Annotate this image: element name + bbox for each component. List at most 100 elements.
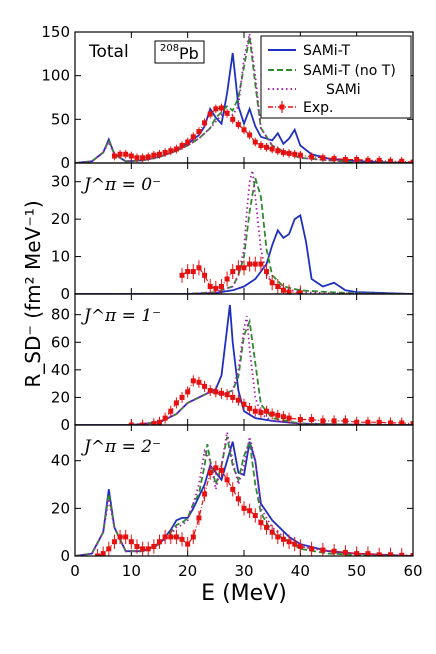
data-point-exp-j0-19	[286, 289, 292, 294]
data-point-exp-total-34	[309, 154, 315, 160]
y-tick-label-j0-2: 20	[51, 210, 70, 228]
data-point-exp-j1-31	[342, 418, 348, 424]
data-point-exp-j0-14	[258, 261, 264, 267]
data-point-exp-total-30	[280, 150, 286, 156]
data-point-exp-j2-9	[145, 546, 151, 552]
data-point-exp-j0-17	[275, 284, 281, 290]
data-point-exp-j1-14	[218, 390, 224, 396]
data-point-exp-j0-1	[185, 269, 191, 275]
data-point-exp-j2-6	[128, 539, 134, 545]
data-point-exp-j1-2	[151, 421, 157, 425]
data-point-exp-j1-35	[387, 420, 393, 425]
legend-swatch-exp	[268, 101, 296, 113]
x-tick-label-5: 50	[347, 562, 366, 580]
data-point-exp-total-14	[190, 134, 196, 140]
data-point-exp-j2-0	[95, 553, 101, 556]
data-point-exp-j1-19	[247, 405, 253, 411]
data-point-exp-total-0	[111, 153, 117, 159]
data-point-exp-j0-9	[230, 269, 236, 275]
data-point-exp-j1-9	[190, 378, 196, 384]
data-point-exp-j2-46	[410, 553, 413, 556]
data-point-exp-j2-7	[134, 543, 140, 549]
data-point-exp-j2-32	[275, 534, 281, 540]
data-point-exp-j1-22	[264, 408, 270, 414]
data-point-exp-j1-13	[213, 389, 219, 395]
data-point-exp-j0-11	[241, 265, 247, 271]
data-point-exp-j1-29	[320, 418, 326, 424]
data-point-exp-j0-18	[280, 287, 286, 293]
data-point-exp-j2-33	[280, 536, 286, 542]
data-point-exp-j0-3	[196, 265, 202, 271]
y-tick-label-total-2: 100	[41, 67, 70, 85]
data-point-exp-j2-20	[207, 470, 213, 476]
panel-title-total: Total	[88, 42, 129, 62]
data-point-exp-j1-1	[140, 422, 146, 425]
y-tick-label-total-0: 0	[60, 154, 70, 172]
data-point-exp-j2-42	[365, 551, 371, 556]
data-point-exp-total-2	[123, 151, 129, 157]
panel-j2: 0 20 40	[51, 424, 414, 565]
data-point-exp-j2-15	[179, 536, 185, 542]
data-point-exp-j2-12	[162, 534, 168, 540]
series-line-sami-t-no-t-j0	[75, 177, 413, 294]
data-point-exp-j2-37	[309, 546, 315, 552]
data-point-exp-j1-25	[280, 414, 286, 420]
data-point-exp-j1-5	[168, 408, 174, 414]
data-point-exp-total-38	[354, 157, 360, 163]
data-point-exp-total-3	[128, 153, 134, 159]
data-point-exp-j1-33	[365, 419, 371, 425]
data-point-exp-total-6	[145, 154, 151, 160]
series-line-sami-j2	[75, 431, 413, 556]
data-point-exp-j2-11	[157, 539, 162, 545]
data-point-exp-total-25	[252, 139, 258, 145]
y-axis-label: R_SD⁻ (fm² MeV⁻¹)	[21, 200, 45, 387]
data-point-exp-j1-8	[185, 389, 191, 395]
data-point-exp-j1-15	[224, 392, 230, 398]
data-point-exp-j2-23	[224, 477, 230, 483]
data-point-exp-total-26	[258, 143, 264, 149]
data-point-exp-j2-35	[292, 541, 298, 547]
x-tick-label-6: 60	[403, 562, 422, 580]
data-point-exp-j2-29	[258, 520, 264, 526]
y-tick-label-j1-3: 60	[51, 333, 70, 351]
data-point-exp-total-32	[292, 151, 298, 157]
data-point-exp-j2-18	[196, 515, 202, 521]
data-point-exp-total-1	[117, 151, 123, 157]
data-point-exp-j1-37	[410, 421, 413, 425]
data-point-exp-j2-8	[140, 546, 146, 552]
x-tick-label-0: 0	[70, 562, 80, 580]
data-point-exp-j2-45	[399, 552, 405, 556]
data-point-exp-total-42	[399, 158, 405, 163]
data-point-exp-total-24	[247, 132, 253, 138]
data-point-exp-j2-4	[117, 534, 123, 540]
data-point-exp-j0-20	[297, 290, 303, 294]
data-point-exp-j2-43	[376, 552, 382, 556]
data-point-exp-j0-16	[269, 280, 275, 286]
data-point-exp-j1-36	[399, 420, 405, 425]
series-line-sami-t-total	[75, 52, 413, 163]
data-point-exp-total-15	[196, 129, 202, 135]
data-point-exp-j2-26	[241, 505, 247, 511]
data-point-exp-j2-41	[354, 551, 360, 556]
data-point-exp-j2-14	[173, 534, 179, 540]
data-point-exp-j1-3	[157, 419, 162, 425]
data-point-exp-j1-7	[179, 394, 185, 400]
data-point-exp-j1-4	[162, 415, 168, 421]
panel-title-j2: J^π = 2⁻	[81, 437, 161, 457]
data-point-exp-j1-10	[196, 379, 202, 385]
x-tick-label-1: 10	[122, 562, 141, 580]
data-point-exp-j2-16	[185, 541, 191, 547]
data-point-exp-j1-24	[275, 412, 281, 418]
y-tick-label-j0-0: 0	[60, 285, 70, 303]
legend: SAMi-T SAMi-T (no T) SAMi Exp.	[260, 35, 412, 119]
legend-label-sami: SAMi	[326, 82, 361, 98]
data-point-exp-j2-10	[151, 543, 157, 549]
data-point-exp-j2-3	[111, 539, 117, 545]
panel-series-total	[75, 33, 413, 163]
series-line-sami-t-j0	[75, 213, 413, 294]
panel-series-j0	[75, 170, 413, 294]
data-point-exp-j1-0	[128, 422, 134, 425]
data-point-exp-j0-5	[207, 284, 213, 290]
